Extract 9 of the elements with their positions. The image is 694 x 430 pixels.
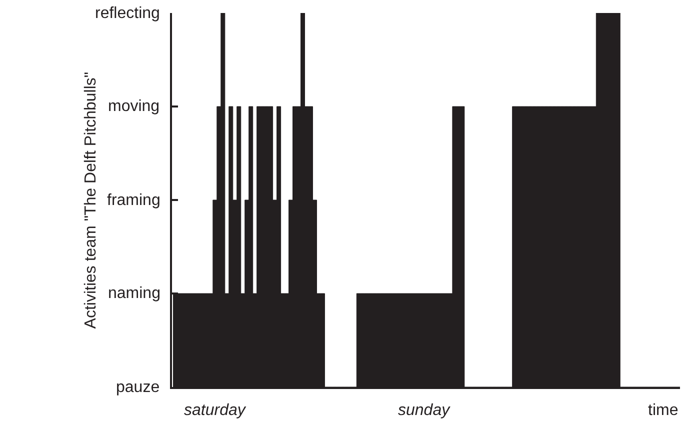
text: framing (107, 192, 160, 209)
text: naming (108, 285, 160, 302)
y-axis-title: Activities team "The Delft Pitchbulls" (82, 72, 100, 329)
text: pauze (116, 379, 160, 396)
text: saturday (184, 402, 246, 419)
text: sunday (398, 402, 451, 419)
text: moving (108, 98, 160, 115)
x-axis-title: time (648, 402, 678, 419)
text: reflecting (95, 5, 160, 22)
